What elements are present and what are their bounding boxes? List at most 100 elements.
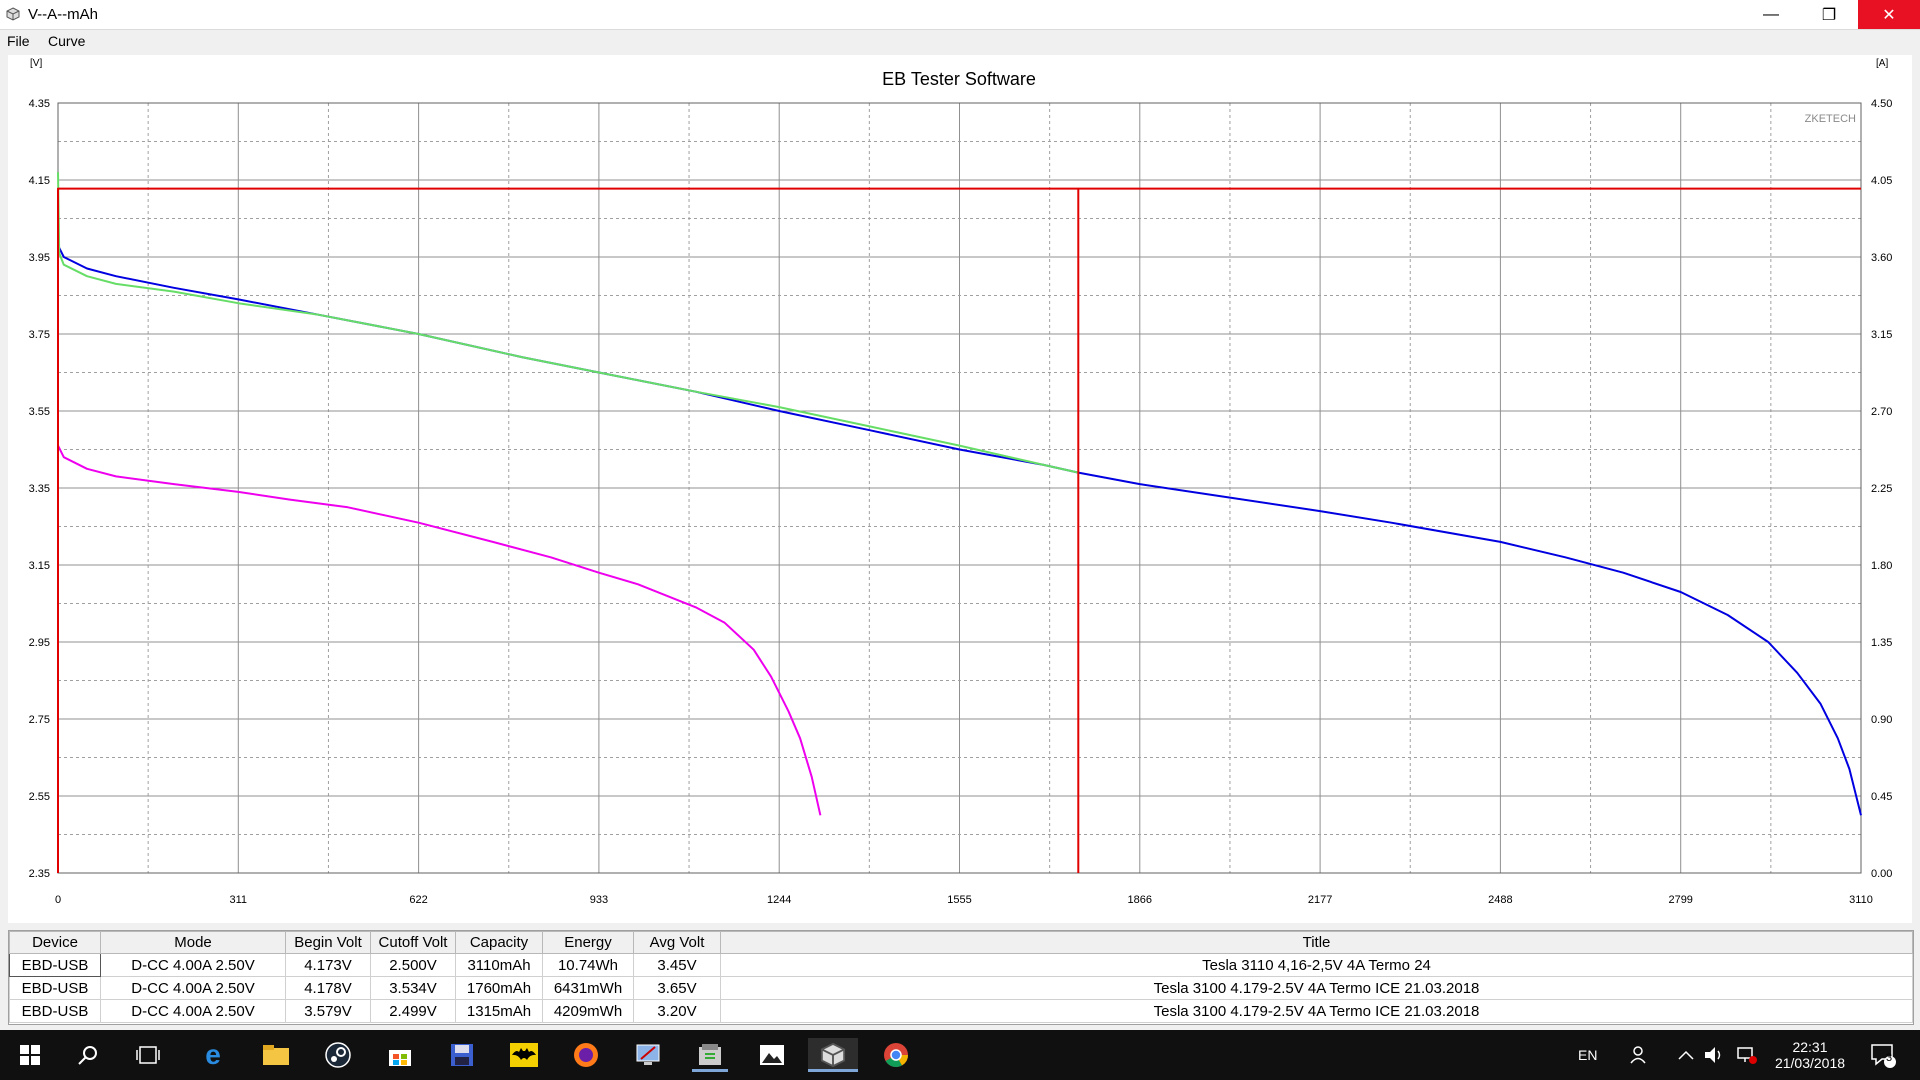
cell-cutoff-volt[interactable]: 3.534V: [370, 976, 456, 1000]
close-button[interactable]: ✕: [1858, 0, 1920, 29]
file-explorer-icon[interactable]: [258, 1038, 294, 1072]
firefox-icon[interactable]: [568, 1038, 604, 1072]
chrome-icon[interactable]: [878, 1038, 914, 1072]
cell-avg-volt[interactable]: 3.65V: [633, 976, 721, 1000]
x-tick-label: 2799: [1668, 894, 1692, 906]
cell-device[interactable]: EBD-USB: [9, 953, 101, 977]
header-device[interactable]: Device: [9, 931, 101, 954]
app-cube-icon: [6, 7, 20, 21]
y-left-tick-label: 3.15: [29, 560, 50, 572]
watermark: ZKETECH: [1805, 113, 1856, 125]
y-left-tick-label: 3.35: [29, 483, 50, 495]
notifications-icon[interactable]: 3: [1870, 1030, 1896, 1080]
menu-curve[interactable]: Curve: [48, 33, 86, 49]
header-mode[interactable]: Mode: [100, 931, 286, 954]
edge-browser-icon[interactable]: e: [205, 1039, 221, 1070]
y-left-tick-label: 4.15: [29, 175, 50, 187]
cell-mode[interactable]: D-CC 4.00A 2.50V: [100, 953, 286, 977]
y-right-tick-label: 2.70: [1871, 406, 1892, 418]
cell-title[interactable]: Tesla 3100 4.179-2.5V 4A Termo ICE 21.03…: [720, 976, 1913, 1000]
table-row[interactable]: EBD-USB D-CC 4.00A 2.50V 3.579V 2.499V 1…: [9, 999, 1913, 1023]
cell-energy[interactable]: 4209mWh: [542, 999, 634, 1023]
y-left-tick-label: 2.75: [29, 714, 50, 726]
cell-energy[interactable]: 10.74Wh: [542, 953, 634, 977]
cell-mode[interactable]: D-CC 4.00A 2.50V: [100, 999, 286, 1023]
x-tick-label: 1555: [947, 894, 971, 906]
cell-mode[interactable]: D-CC 4.00A 2.50V: [100, 976, 286, 1000]
y-right-tick-label: 2.25: [1871, 483, 1892, 495]
volume-icon[interactable]: [1704, 1030, 1726, 1080]
people-icon[interactable]: [1630, 1030, 1650, 1080]
chart-title: EB Tester Software: [882, 69, 1036, 89]
y-right-tick-label: 0.00: [1871, 868, 1892, 880]
photos-icon[interactable]: [754, 1038, 790, 1072]
active-indicator: [808, 1069, 858, 1072]
chevron-up-icon[interactable]: [1678, 1030, 1694, 1080]
steam-icon[interactable]: [320, 1038, 356, 1072]
cell-cutoff-volt[interactable]: 2.499V: [370, 999, 456, 1023]
cell-cutoff-volt[interactable]: 2.500V: [370, 953, 456, 977]
eb-tester-taskbar-icon[interactable]: [808, 1038, 858, 1072]
cell-capacity[interactable]: 1760mAh: [455, 976, 543, 1000]
restore-button[interactable]: ❐: [1821, 6, 1837, 24]
y-right-tick-label: 3.15: [1871, 329, 1892, 341]
menu-file[interactable]: File: [7, 33, 30, 49]
cell-device[interactable]: EBD-USB: [9, 999, 101, 1023]
y-right-tick-label: 1.80: [1871, 560, 1892, 572]
clock[interactable]: 22:31 21/03/2018: [1770, 1030, 1850, 1080]
window-title: V--A--mAh: [28, 6, 99, 23]
app-archive-icon[interactable]: [692, 1038, 728, 1072]
cell-capacity[interactable]: 1315mAh: [455, 999, 543, 1023]
right-axis-unit: [A]: [1876, 58, 1888, 69]
network-icon[interactable]: [1736, 1030, 1758, 1080]
task-view-icon[interactable]: [130, 1038, 166, 1072]
x-tick-label: 0: [55, 894, 61, 906]
header-avg-volt[interactable]: Avg Volt: [633, 931, 721, 954]
running-indicator: [692, 1069, 728, 1072]
cell-title[interactable]: Tesla 3100 4.179-2.5V 4A Termo ICE 21.03…: [720, 999, 1913, 1023]
language-indicator[interactable]: EN: [1578, 1047, 1598, 1063]
y-left-tick-label: 3.55: [29, 406, 50, 418]
y-right-tick-label: 0.45: [1871, 791, 1892, 803]
cell-begin-volt[interactable]: 3.579V: [285, 999, 371, 1023]
notifications-count: 3: [1886, 1052, 1893, 1064]
menu-bar: File Curve: [0, 30, 1920, 52]
table-row[interactable]: EBD-USB D-CC 4.00A 2.50V 4.173V 2.500V 3…: [9, 953, 1913, 977]
x-tick-label: 3110: [1849, 894, 1873, 906]
y-right-tick-label: 4.50: [1871, 98, 1892, 110]
chart-area: EB Tester Software [V] [A] ZKETECH 0 311 6…: [8, 55, 1912, 923]
save-disk-icon[interactable]: [444, 1038, 480, 1072]
batman-icon[interactable]: [506, 1038, 542, 1072]
header-energy[interactable]: Energy: [542, 931, 634, 954]
x-tick-label: 1866: [1128, 894, 1152, 906]
taskbar: e EN 22:31: [0, 1030, 1920, 1080]
cell-energy[interactable]: 6431mWh: [542, 976, 634, 1000]
left-axis-unit: [V]: [30, 58, 42, 69]
clock-time: 22:31: [1792, 1039, 1828, 1055]
cell-device[interactable]: EBD-USB: [9, 976, 101, 1000]
y-right-tick-label: 4.05: [1871, 175, 1892, 187]
x-tick-label: 933: [590, 894, 608, 906]
cell-avg-volt[interactable]: 3.20V: [633, 999, 721, 1023]
y-left-tick-label: 2.55: [29, 791, 50, 803]
cell-begin-volt[interactable]: 4.173V: [285, 953, 371, 977]
header-cutoff-volt[interactable]: Cutoff Volt: [370, 931, 456, 954]
search-icon[interactable]: [70, 1038, 106, 1072]
header-capacity[interactable]: Capacity: [455, 931, 543, 954]
y-left-tick-label: 2.95: [29, 637, 50, 649]
minimize-button[interactable]: —: [1763, 5, 1779, 23]
cell-begin-volt[interactable]: 4.178V: [285, 976, 371, 1000]
table-row[interactable]: EBD-USB D-CC 4.00A 2.50V 4.178V 3.534V 1…: [9, 976, 1913, 1000]
window-titlebar: V--A--mAh — ❐ ✕: [0, 0, 1920, 30]
x-tick-label: 311: [230, 894, 248, 906]
cell-title[interactable]: Tesla 3110 4,16-2,5V 4A Termo 24: [720, 953, 1913, 977]
remote-desktop-icon[interactable]: [630, 1038, 666, 1072]
header-title[interactable]: Title: [720, 931, 1913, 954]
cell-capacity[interactable]: 3110mAh: [455, 953, 543, 977]
windows-start-icon[interactable]: [12, 1038, 48, 1072]
header-begin-volt[interactable]: Begin Volt: [285, 931, 371, 954]
store-icon[interactable]: [382, 1038, 418, 1072]
cell-avg-volt[interactable]: 3.45V: [633, 953, 721, 977]
y-right-tick-label: 1.35: [1871, 637, 1892, 649]
y-left-tick-label: 4.35: [29, 98, 50, 110]
